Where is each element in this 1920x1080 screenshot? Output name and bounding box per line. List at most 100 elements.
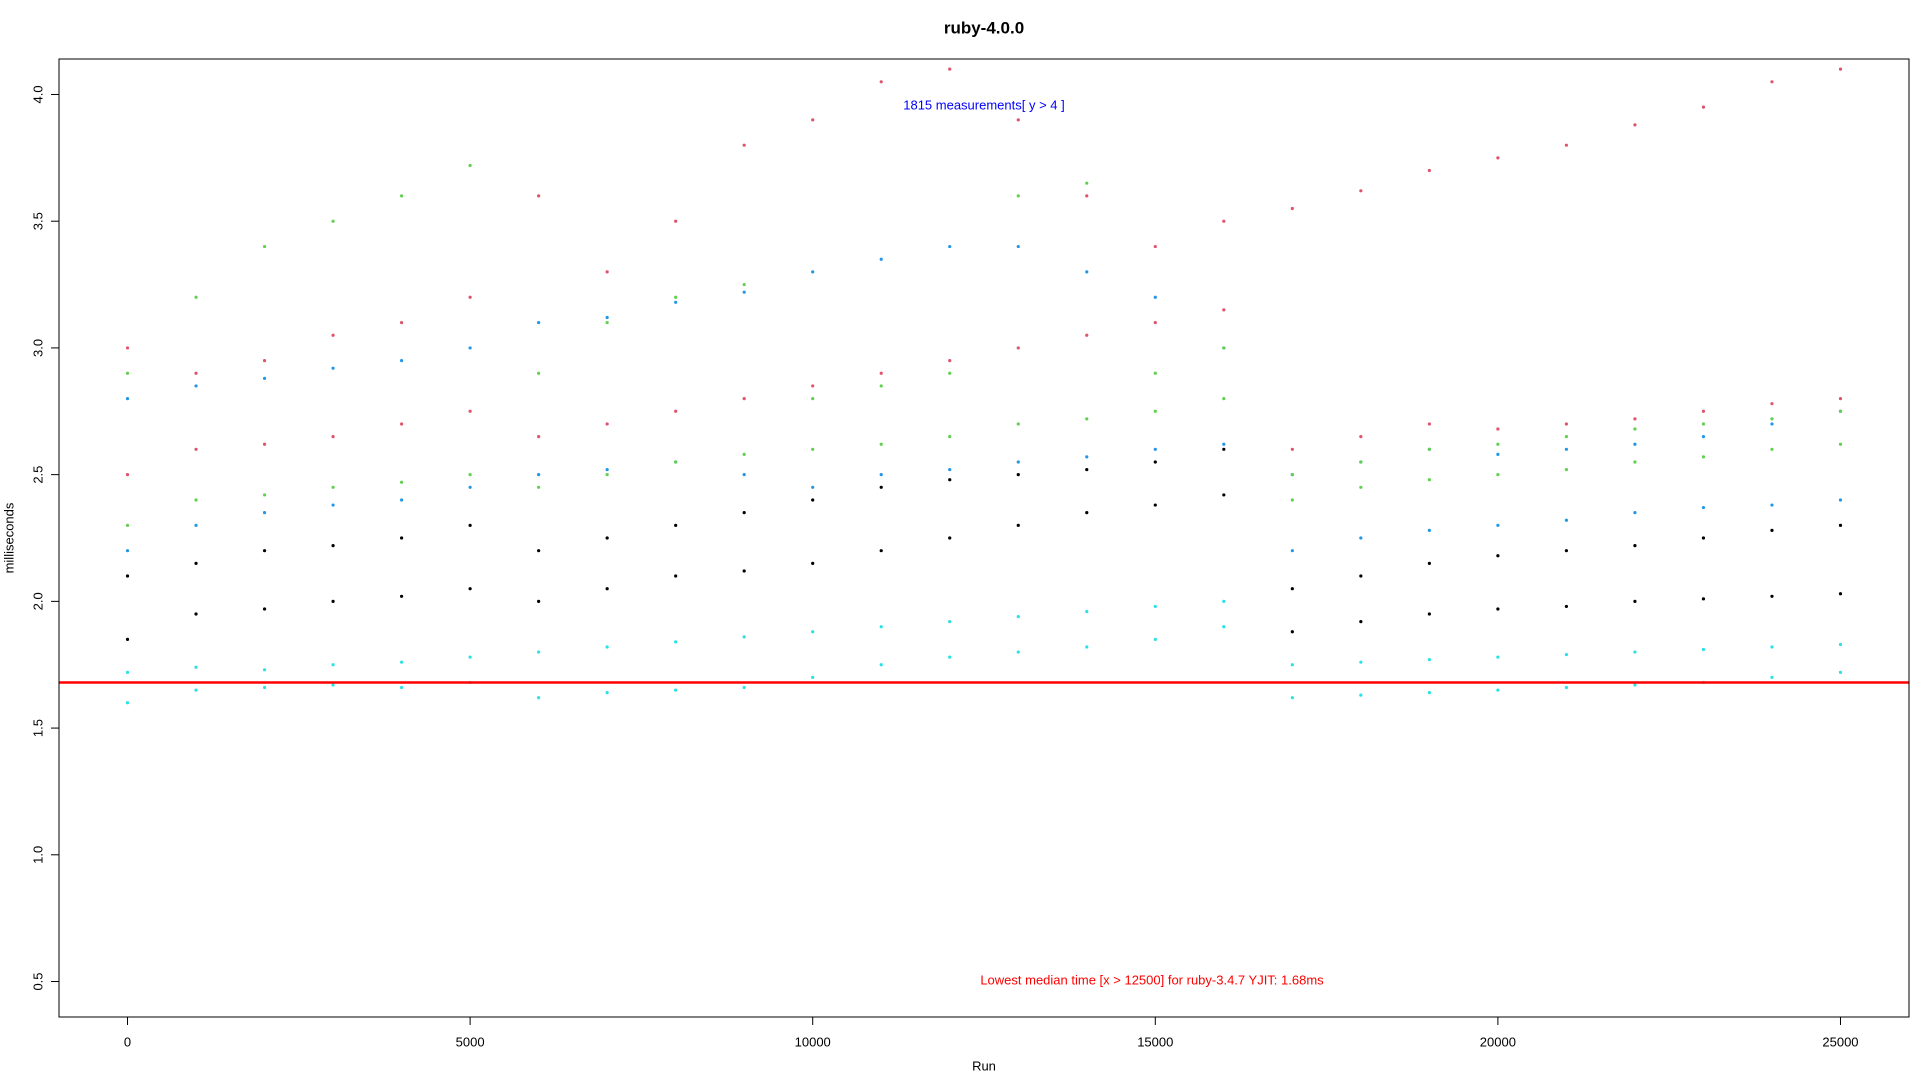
point: [262, 376, 267, 380]
point: [1359, 485, 1363, 489]
point: [468, 346, 472, 350]
point: [1085, 511, 1089, 515]
point: [1222, 308, 1226, 312]
point: [1701, 455, 1706, 459]
point: [1016, 614, 1020, 619]
point: [1838, 67, 1843, 71]
point: [262, 442, 267, 446]
point: [1701, 409, 1706, 413]
point: [1496, 688, 1500, 692]
point: [948, 536, 952, 540]
point: [194, 384, 198, 388]
point: [1359, 693, 1363, 697]
point: [742, 290, 746, 294]
point: [1290, 663, 1294, 667]
annotation: 1815 measurements[ y > 4 ]: [903, 97, 1065, 112]
point: [674, 523, 678, 527]
point: [262, 511, 267, 515]
point: [1838, 670, 1843, 674]
point: [331, 663, 335, 667]
point: [1496, 554, 1500, 558]
point: [194, 447, 198, 451]
point: [125, 397, 130, 401]
point: [1085, 417, 1089, 421]
point: [811, 630, 815, 634]
point: [1085, 194, 1089, 198]
point: [399, 498, 404, 502]
point: [1427, 422, 1431, 426]
point: [879, 625, 883, 629]
point: [605, 690, 609, 695]
point: [811, 675, 815, 679]
point: [1427, 690, 1431, 695]
point: [1222, 219, 1226, 223]
point: [1633, 442, 1637, 446]
annotation: Lowest median time [x > 12500] for ruby-…: [980, 972, 1324, 987]
point: [1838, 442, 1843, 446]
point: [1085, 270, 1089, 274]
point: [674, 300, 678, 304]
point: [1290, 587, 1294, 591]
point: [605, 645, 609, 649]
point: [1153, 503, 1157, 507]
point: [1153, 371, 1157, 375]
point: [1770, 417, 1774, 421]
point: [811, 397, 815, 401]
point: [468, 409, 472, 413]
point: [605, 270, 609, 274]
point: [605, 467, 609, 472]
point: [1016, 346, 1020, 350]
y-tick-label: 0.5: [30, 972, 45, 990]
point: [1701, 597, 1706, 601]
point: [1838, 409, 1843, 413]
point: [811, 447, 815, 451]
point: [331, 485, 335, 489]
point: [1085, 645, 1089, 649]
point: [879, 663, 883, 667]
point: [194, 561, 198, 565]
point: [1016, 523, 1020, 527]
point: [1770, 80, 1774, 84]
point: [1564, 447, 1569, 451]
point: [1016, 118, 1020, 122]
point: [605, 315, 609, 320]
point: [742, 452, 746, 456]
point: [1701, 647, 1706, 652]
point: [948, 435, 952, 439]
point: [1016, 473, 1020, 477]
point: [331, 333, 335, 337]
point: [1701, 435, 1706, 439]
point: [1496, 452, 1500, 456]
point: [1770, 675, 1774, 679]
point: [811, 384, 815, 388]
point: [1564, 549, 1569, 553]
point: [879, 549, 883, 553]
point: [125, 346, 130, 350]
point: [1153, 637, 1157, 641]
point: [674, 688, 678, 692]
point: [674, 409, 678, 413]
point: [1427, 478, 1431, 482]
point: [1496, 655, 1500, 659]
point: [742, 143, 746, 147]
point: [1359, 536, 1363, 540]
point: [605, 473, 609, 477]
point: [1770, 594, 1774, 598]
point: [1427, 528, 1431, 532]
plot-points: [125, 67, 1843, 705]
point: [1427, 168, 1431, 173]
point: [399, 536, 404, 540]
point: [1016, 422, 1020, 426]
point: [1633, 511, 1637, 515]
point: [1770, 402, 1774, 406]
point: [1153, 409, 1157, 413]
point: [948, 244, 952, 249]
point: [742, 282, 746, 287]
point: [1564, 652, 1569, 657]
point: [468, 485, 472, 489]
point: [1701, 422, 1706, 426]
point: [1153, 320, 1157, 325]
point: [1838, 498, 1843, 502]
